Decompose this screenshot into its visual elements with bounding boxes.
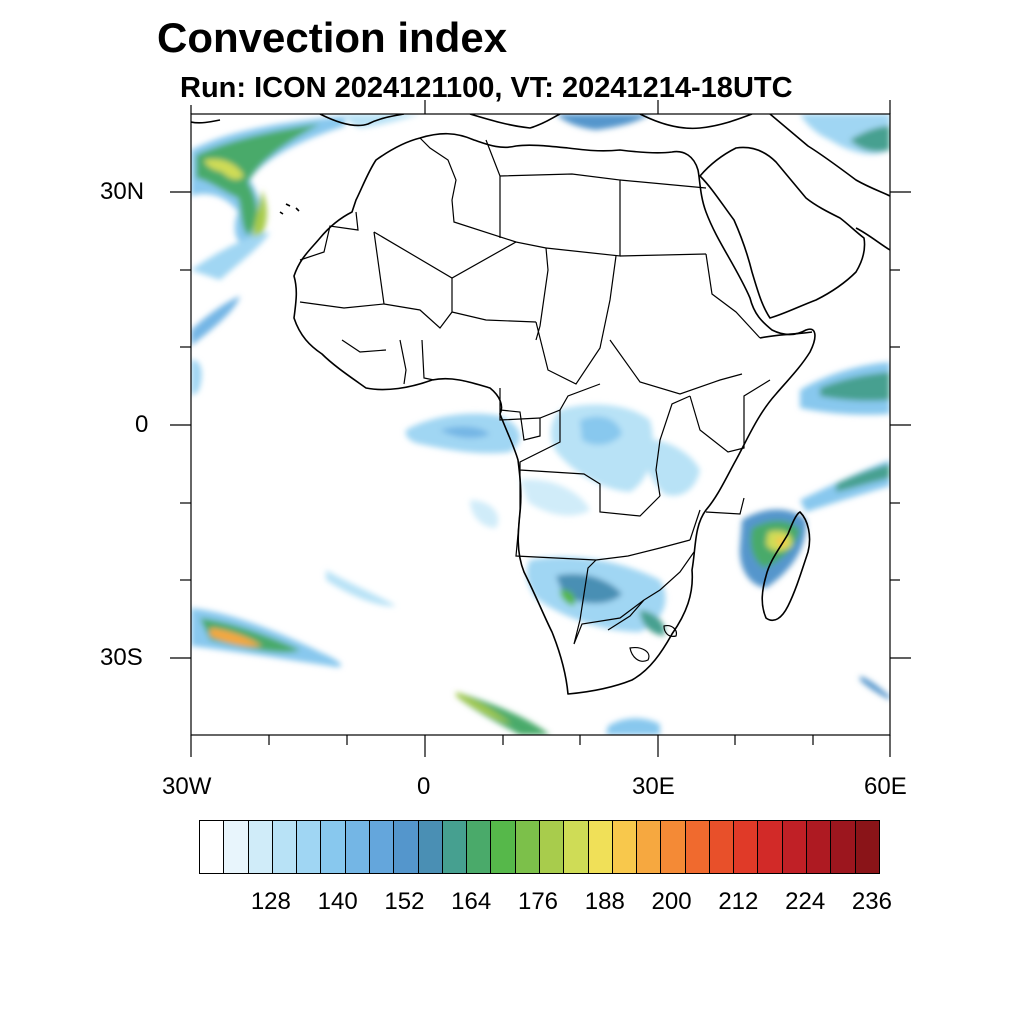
chart-title: Convection index — [157, 14, 508, 61]
colorbar-box — [320, 820, 346, 874]
colorbar-label: 140 — [317, 888, 358, 915]
colorbar-box — [271, 820, 298, 874]
colorbar-box — [441, 820, 468, 874]
axis-ticks — [170, 100, 911, 757]
colorbar-box — [466, 820, 492, 874]
colorbar-box — [344, 820, 370, 874]
convection-field — [191, 114, 890, 735]
colorbar-label: 164 — [451, 888, 492, 915]
colorbar-box — [417, 820, 443, 874]
lon-label-30w: 30W — [162, 773, 212, 800]
colorbar-box — [611, 820, 638, 874]
lat-label-0: 0 — [135, 411, 149, 438]
colorbar-box — [684, 820, 710, 874]
colorbar-box — [368, 820, 395, 874]
lat-label-30s: 30S — [100, 644, 143, 671]
colorbar-box — [247, 820, 273, 874]
coastlines — [191, 114, 890, 695]
colorbar — [199, 820, 880, 874]
colorbar-box — [806, 820, 832, 874]
colorbar-box — [490, 820, 516, 874]
colorbar-box — [830, 820, 856, 874]
colorbar-label: 188 — [584, 888, 625, 915]
colorbar-label: 224 — [785, 888, 826, 915]
colorbar-box — [757, 820, 783, 874]
colorbar-box — [223, 820, 249, 874]
colorbar-label: 200 — [651, 888, 692, 915]
colorbar-label: 152 — [384, 888, 425, 915]
colorbar-label: 176 — [517, 888, 559, 915]
chart-subtitle: Run: ICON 2024121100, VT: 20241214-18UTC — [180, 72, 793, 104]
lon-label-0: 0 — [417, 773, 431, 800]
colorbar-box — [660, 820, 686, 874]
colorbar-box — [199, 820, 225, 874]
colorbar-box — [514, 820, 540, 874]
colorbar-label: 128 — [250, 888, 291, 915]
colorbar-label: 212 — [718, 888, 759, 915]
colorbar-box — [393, 820, 419, 874]
lon-label-30e: 30E — [632, 773, 675, 800]
colorbar-box — [708, 820, 735, 874]
colorbar-box — [587, 820, 613, 874]
colorbar-box — [854, 820, 880, 874]
colorbar-box — [538, 820, 565, 874]
lon-label-60e: 60E — [864, 773, 907, 800]
country-borders — [299, 137, 771, 662]
colorbar-box — [636, 820, 662, 874]
colorbar-label: 236 — [851, 888, 892, 915]
colorbar-box — [296, 820, 322, 874]
colorbar-box — [733, 820, 759, 874]
lat-label-30n: 30N — [100, 178, 145, 205]
colorbar-box — [563, 820, 589, 874]
colorbar-box — [781, 820, 808, 874]
